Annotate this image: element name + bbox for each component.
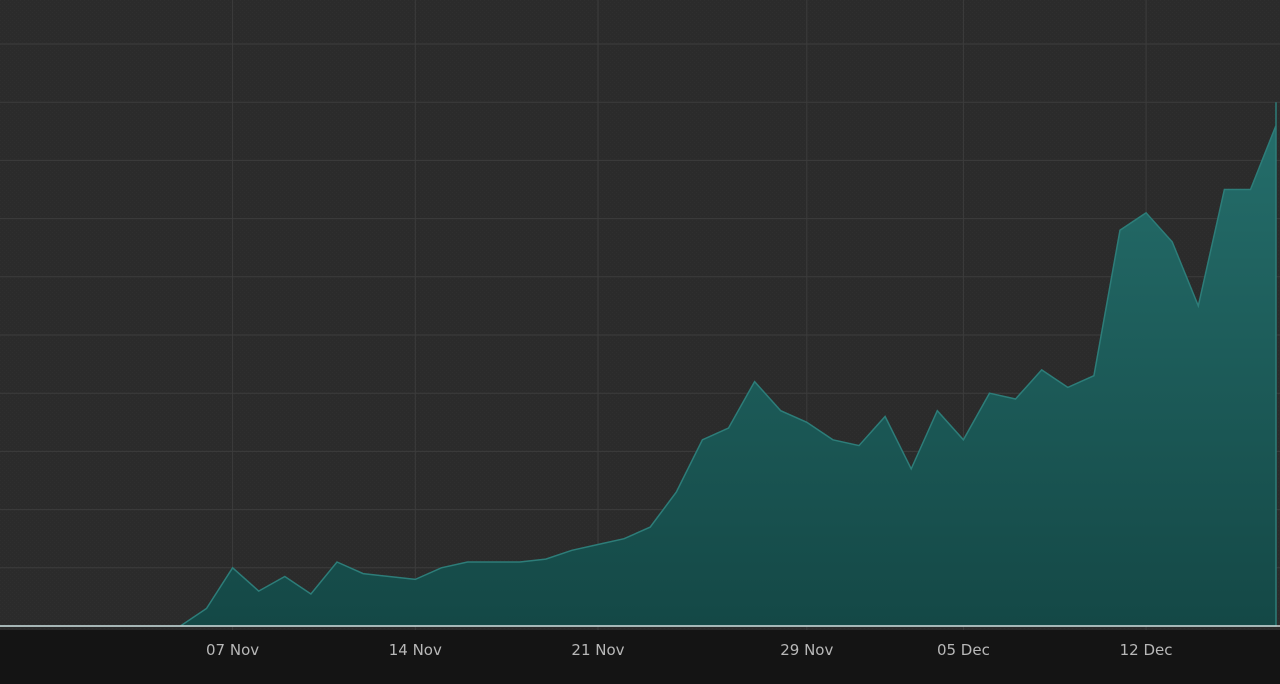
x-tick-label: 12 Dec: [1120, 641, 1173, 659]
x-tick-label: 29 Nov: [780, 641, 833, 659]
area-series: [0, 102, 1280, 627]
area-fill: [0, 102, 1277, 627]
x-axis-band: [0, 630, 1280, 684]
x-tick-label: 05 Dec: [937, 641, 990, 659]
x-tick-label: 21 Nov: [571, 641, 624, 659]
x-tick-label: 14 Nov: [389, 641, 442, 659]
x-tick-label: 07 Nov: [206, 641, 259, 659]
grid: [0, 0, 1280, 630]
